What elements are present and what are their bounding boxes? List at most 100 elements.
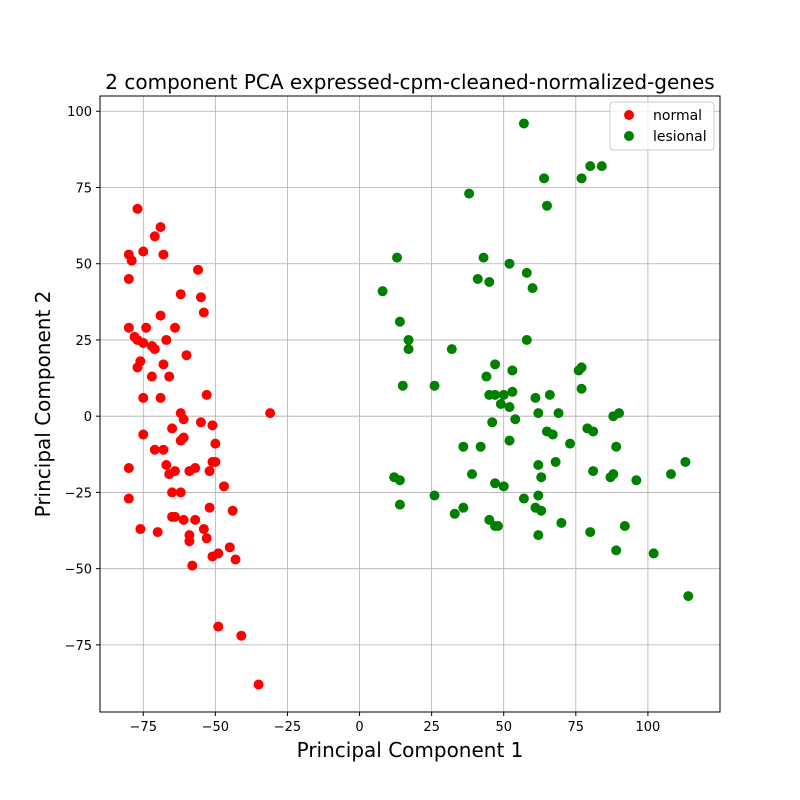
point-lesional (498, 481, 509, 492)
point-lesional (429, 490, 440, 501)
point-lesional (585, 161, 596, 172)
point-normal (149, 344, 160, 355)
y-tick-label: 50 (75, 258, 92, 273)
point-lesional (484, 277, 495, 288)
point-lesional (478, 252, 489, 263)
chart-title: 2 component PCA expressed-cpm-cleaned-no… (105, 70, 714, 94)
point-lesional (490, 478, 501, 489)
legend-label-normal: normal (653, 108, 702, 124)
x-tick-label: −25 (274, 720, 301, 735)
point-normal (146, 371, 157, 382)
point-lesional (533, 490, 544, 501)
point-lesional (665, 469, 676, 480)
point-lesional (394, 316, 405, 327)
point-normal (138, 392, 149, 403)
point-normal (204, 466, 215, 477)
point-normal (164, 469, 175, 480)
point-lesional (495, 399, 506, 409)
data-points (123, 118, 694, 690)
point-lesional (565, 438, 576, 449)
point-lesional (588, 426, 599, 437)
point-lesional (619, 520, 630, 531)
point-lesional (585, 527, 596, 538)
x-axis-title: Principal Component 1 (297, 738, 524, 762)
point-lesional (472, 273, 483, 284)
point-lesional (458, 502, 469, 513)
y-tick-label: −75 (65, 639, 92, 654)
point-lesional (449, 508, 460, 519)
point-lesional (458, 441, 469, 452)
point-normal (265, 408, 276, 419)
point-normal (155, 222, 166, 233)
y-tick-label: 0 (84, 410, 92, 425)
point-lesional (475, 441, 486, 452)
x-tick-label: 50 (495, 720, 512, 735)
point-lesional (576, 383, 587, 394)
y-tick-label: 100 (67, 105, 92, 120)
point-normal (236, 630, 247, 641)
point-lesional (521, 334, 532, 345)
point-normal (198, 307, 209, 318)
x-tick-label: 100 (635, 720, 660, 735)
x-tick-label: 25 (423, 720, 440, 735)
plot-area-frame (99, 95, 721, 713)
point-lesional (648, 548, 659, 559)
point-normal (195, 292, 206, 303)
point-lesional (605, 472, 616, 483)
point-normal (198, 524, 209, 535)
point-lesional (553, 408, 564, 419)
point-lesional (504, 258, 515, 269)
point-lesional (498, 389, 509, 400)
x-tick-label: 75 (568, 720, 585, 735)
point-normal (138, 338, 149, 349)
point-lesional (573, 365, 584, 376)
point-normal (175, 289, 186, 300)
point-lesional (467, 469, 477, 480)
point-lesional (446, 344, 457, 355)
point-normal (123, 493, 134, 504)
point-lesional (464, 188, 475, 199)
point-normal (219, 481, 229, 492)
point-normal (169, 511, 180, 522)
point-normal (123, 322, 134, 333)
grid (100, 96, 720, 712)
point-lesional (394, 499, 405, 510)
point-lesional (481, 371, 492, 382)
x-tick-label: −75 (130, 720, 157, 735)
point-lesional (403, 334, 414, 345)
point-normal (230, 554, 241, 565)
point-normal (126, 255, 137, 266)
point-lesional (518, 118, 529, 129)
point-normal (138, 246, 149, 257)
point-lesional (680, 456, 691, 467)
point-normal (175, 487, 186, 498)
point-normal (210, 438, 221, 449)
point-normal (141, 322, 152, 333)
point-lesional (394, 475, 405, 486)
point-normal (158, 444, 169, 455)
point-normal (169, 322, 180, 333)
point-normal (152, 527, 163, 538)
point-lesional (576, 173, 587, 184)
point-lesional (614, 408, 625, 419)
point-lesional (541, 200, 552, 211)
point-lesional (490, 359, 501, 370)
point-lesional (392, 252, 403, 263)
legend: normal lesional (609, 101, 715, 151)
point-normal (149, 444, 160, 455)
point-normal (210, 456, 221, 467)
axis-ticks: −75 −50 −25 0 25 50 75 100 −75 −50 −25 0 25 50 75 100 (65, 105, 661, 735)
point-normal (158, 249, 169, 260)
point-lesional (429, 380, 440, 391)
point-normal (164, 371, 175, 382)
y-axis-title: Principal Component 2 (31, 291, 55, 518)
point-lesional (403, 344, 414, 355)
point-lesional (504, 402, 515, 413)
point-normal (161, 459, 172, 470)
point-normal (175, 435, 186, 446)
point-lesional (556, 517, 567, 528)
point-normal (158, 359, 169, 370)
point-lesional (683, 591, 694, 602)
point-lesional (521, 267, 532, 278)
